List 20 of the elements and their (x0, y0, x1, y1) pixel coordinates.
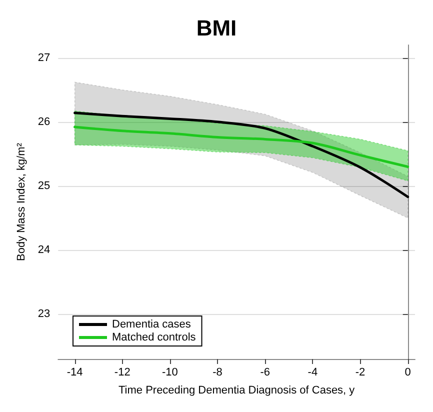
chart-title: BMI (196, 16, 237, 40)
legend-label: Matched controls (112, 332, 196, 344)
y-tick-label: 26 (38, 116, 50, 128)
line-series (74, 112, 410, 198)
y-tick-label: 23 (38, 308, 50, 320)
y-tick-label: 27 (38, 52, 50, 64)
y-tick-label: 24 (38, 244, 50, 256)
x-tick-label: -4 (308, 366, 318, 378)
x-tick-label: -6 (260, 366, 270, 378)
legend-label: Dementia cases (112, 318, 192, 330)
x-tick-label: -2 (355, 366, 366, 378)
x-tick-label: -14 (66, 366, 83, 378)
x-tick-label: -10 (162, 366, 178, 378)
line-series (74, 126, 410, 168)
x-tick-label: 0 (404, 366, 411, 378)
y-axis-title: Body Mass Index, kg/m² (16, 142, 28, 261)
y-tick-label: 25 (38, 180, 50, 192)
x-axis-title: Time Preceding Dementia Diagnosis of Cases, y (118, 384, 356, 396)
x-tick-label: -8 (212, 366, 222, 378)
x-tick-label: -12 (114, 366, 130, 378)
